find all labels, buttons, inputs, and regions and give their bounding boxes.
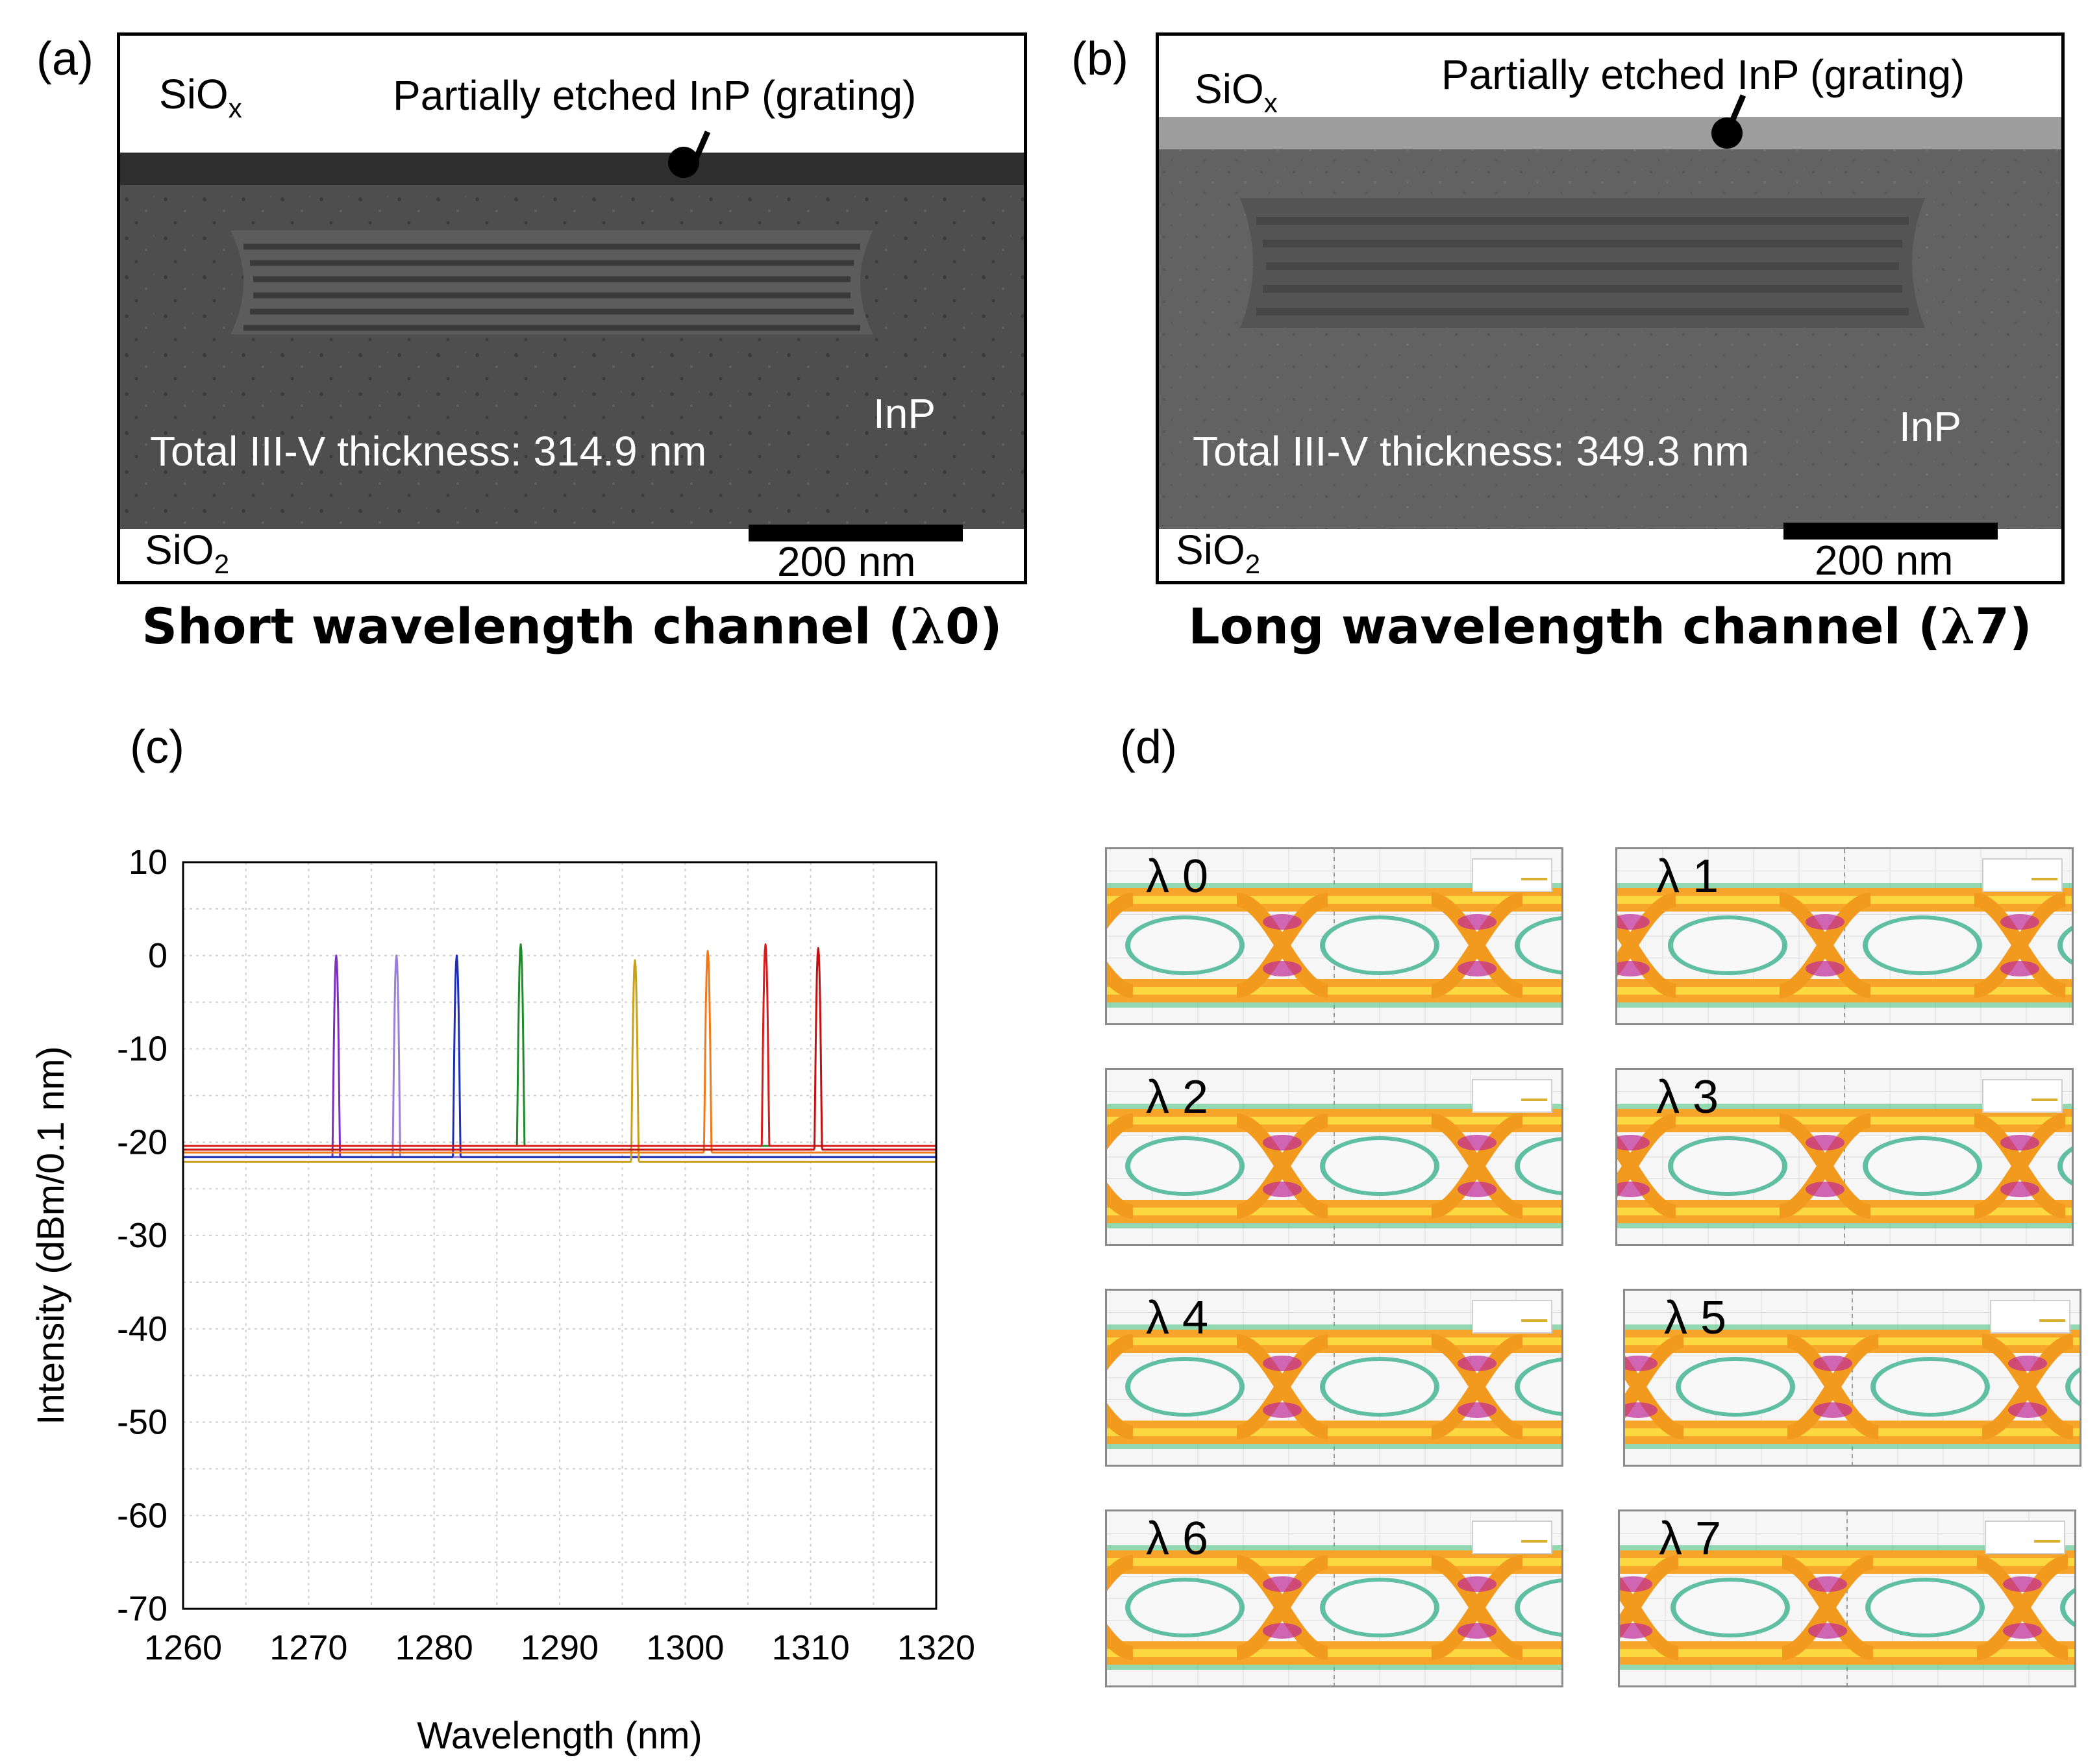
scale-bar-label-b: 200 nm: [1815, 537, 1954, 584]
eye-diagram-7: λ 7: [1618, 1509, 2076, 1687]
eye-legend-box: [1472, 1521, 1552, 1554]
x-axis-label: Wavelength (nm): [417, 1715, 702, 1757]
sio-bottom-label-a: SiO2: [145, 527, 230, 579]
x-tick-label: 1310: [772, 1628, 850, 1667]
eye-diagram-5: λ 5: [1623, 1289, 2081, 1467]
panel-a-letter: (a): [36, 33, 93, 85]
y-tick-label: -30: [117, 1216, 168, 1255]
sio-bottom-label-b: SiO2: [1176, 527, 1261, 579]
eye-diagram-3: λ 3: [1615, 1068, 2074, 1246]
eye-legend-swatch: [1521, 1319, 1547, 1322]
y-tick-label: -10: [117, 1030, 168, 1069]
eye-pattern-2: [1107, 1070, 1561, 1244]
x-tick-label: 1270: [269, 1628, 347, 1667]
eye-legend-box: [1982, 858, 2063, 892]
inp-label-b: InP: [1899, 403, 1962, 450]
tem-image-b: SiOx Partially etched InP (grating) InP …: [1156, 32, 2065, 584]
thickness-label-b: Total III-V thickness: 349.3 nm: [1193, 428, 1750, 475]
eye-diagram-0: λ 0: [1105, 847, 1563, 1025]
panel-b-letter: (b): [1071, 33, 1128, 85]
eye-channel-label: λ 2: [1146, 1071, 1209, 1123]
y-tick-label: 10: [129, 843, 168, 882]
caption-b: Long wavelength channel (λ7): [1188, 597, 2032, 655]
x-tick-label: 1290: [521, 1628, 599, 1667]
spectrum-series-line: [182, 954, 937, 1158]
scale-bar-label-a: 200 nm: [777, 538, 916, 584]
spectrum-series-line: [182, 950, 937, 1154]
eye-channel-label: λ 7: [1659, 1513, 1722, 1565]
y-tick-label: -20: [117, 1123, 168, 1162]
plot-frame: [182, 861, 938, 1610]
y-tick-labels: 10 0 -10 -20 -30 -40 -50 -60 -70: [117, 843, 168, 1628]
chart-series-group: [182, 943, 937, 1163]
tem-micrograph-b: [1159, 36, 2061, 581]
panel-c-letter: (c): [130, 721, 184, 773]
x-tick-label: 1320: [897, 1628, 975, 1667]
caption-a: Short wavelength channel (λ0): [142, 597, 1002, 655]
tem-micrograph-a: [120, 36, 1024, 581]
eye-legend-swatch: [2031, 878, 2057, 880]
eye-channel-label: λ 5: [1664, 1292, 1727, 1344]
eye-pattern-4: [1107, 1291, 1561, 1465]
tem-image-a: SiOx Partially etched InP (grating) InP …: [117, 32, 1027, 584]
sio-top-label-b: SiOx: [1195, 66, 1278, 118]
eye-legend-box: [1472, 1300, 1552, 1334]
spectrum-series-line: [182, 959, 937, 1163]
eye-channel-label: λ 6: [1146, 1513, 1209, 1565]
sio-top-label-a: SiOx: [159, 71, 242, 123]
eye-legend-swatch: [2039, 1319, 2065, 1322]
eye-diagram-6: λ 6: [1105, 1509, 1563, 1687]
eye-pattern-6: [1107, 1511, 1561, 1685]
chart-grid: [182, 862, 937, 1609]
eye-pattern-3: [1617, 1070, 2072, 1244]
eye-legend-box: [1985, 1521, 2065, 1554]
spectrum-chart: 1260 1270 1280 1290 1300 1310 1320 10 0 -10 -20 -3…: [30, 843, 975, 1757]
eye-legend-swatch: [1521, 878, 1547, 880]
eye-pattern-1: [1617, 849, 2072, 1023]
grating-label-a: Partially etched InP (grating): [393, 72, 917, 119]
y-tick-label: 0: [148, 936, 168, 975]
eye-legend-swatch: [1521, 1540, 1547, 1543]
eye-channel-label: λ 4: [1146, 1292, 1209, 1344]
eye-legend-box: [1990, 1300, 2070, 1334]
eye-diagram-1: λ 1: [1615, 847, 2074, 1025]
eye-channel-label: λ 1: [1656, 851, 1719, 902]
x-tick-label: 1280: [395, 1628, 473, 1667]
spectrum-series-line: [182, 943, 937, 1147]
grating-label-b: Partially etched InP (grating): [1441, 51, 1965, 98]
spectrum-series-line: [182, 947, 937, 1151]
eye-legend-box: [1472, 1079, 1552, 1113]
y-tick-label: -60: [117, 1496, 168, 1535]
eye-pattern-5: [1625, 1291, 2080, 1465]
eye-legend-swatch: [2034, 1540, 2060, 1543]
eye-diagram-4: λ 4: [1105, 1289, 1563, 1467]
eye-legend-swatch: [1521, 1099, 1547, 1101]
eye-channel-label: λ 0: [1146, 851, 1209, 902]
thickness-label-a: Total III-V thickness: 314.9 nm: [150, 428, 707, 475]
x-tick-label: 1260: [144, 1628, 222, 1667]
x-tick-label: 1300: [646, 1628, 724, 1667]
x-tick-labels: 1260 1270 1280 1290 1300 1310 1320: [144, 1628, 975, 1667]
eye-legend-box: [1982, 1079, 2063, 1113]
eye-legend-swatch: [2031, 1099, 2057, 1101]
eye-channel-label: λ 3: [1656, 1071, 1719, 1123]
eye-pattern-7: [1620, 1511, 2074, 1685]
y-axis-label: Intensity (dBm/0.1 nm): [30, 1046, 72, 1424]
eye-diagram-2: λ 2: [1105, 1068, 1563, 1246]
y-tick-label: -70: [117, 1589, 168, 1628]
eye-pattern-0: [1107, 849, 1561, 1023]
y-tick-label: -40: [117, 1310, 168, 1348]
eye-legend-box: [1472, 858, 1552, 892]
y-tick-label: -50: [117, 1403, 168, 1442]
inp-label-a: InP: [873, 390, 936, 437]
panel-d-letter: (d): [1120, 721, 1177, 773]
